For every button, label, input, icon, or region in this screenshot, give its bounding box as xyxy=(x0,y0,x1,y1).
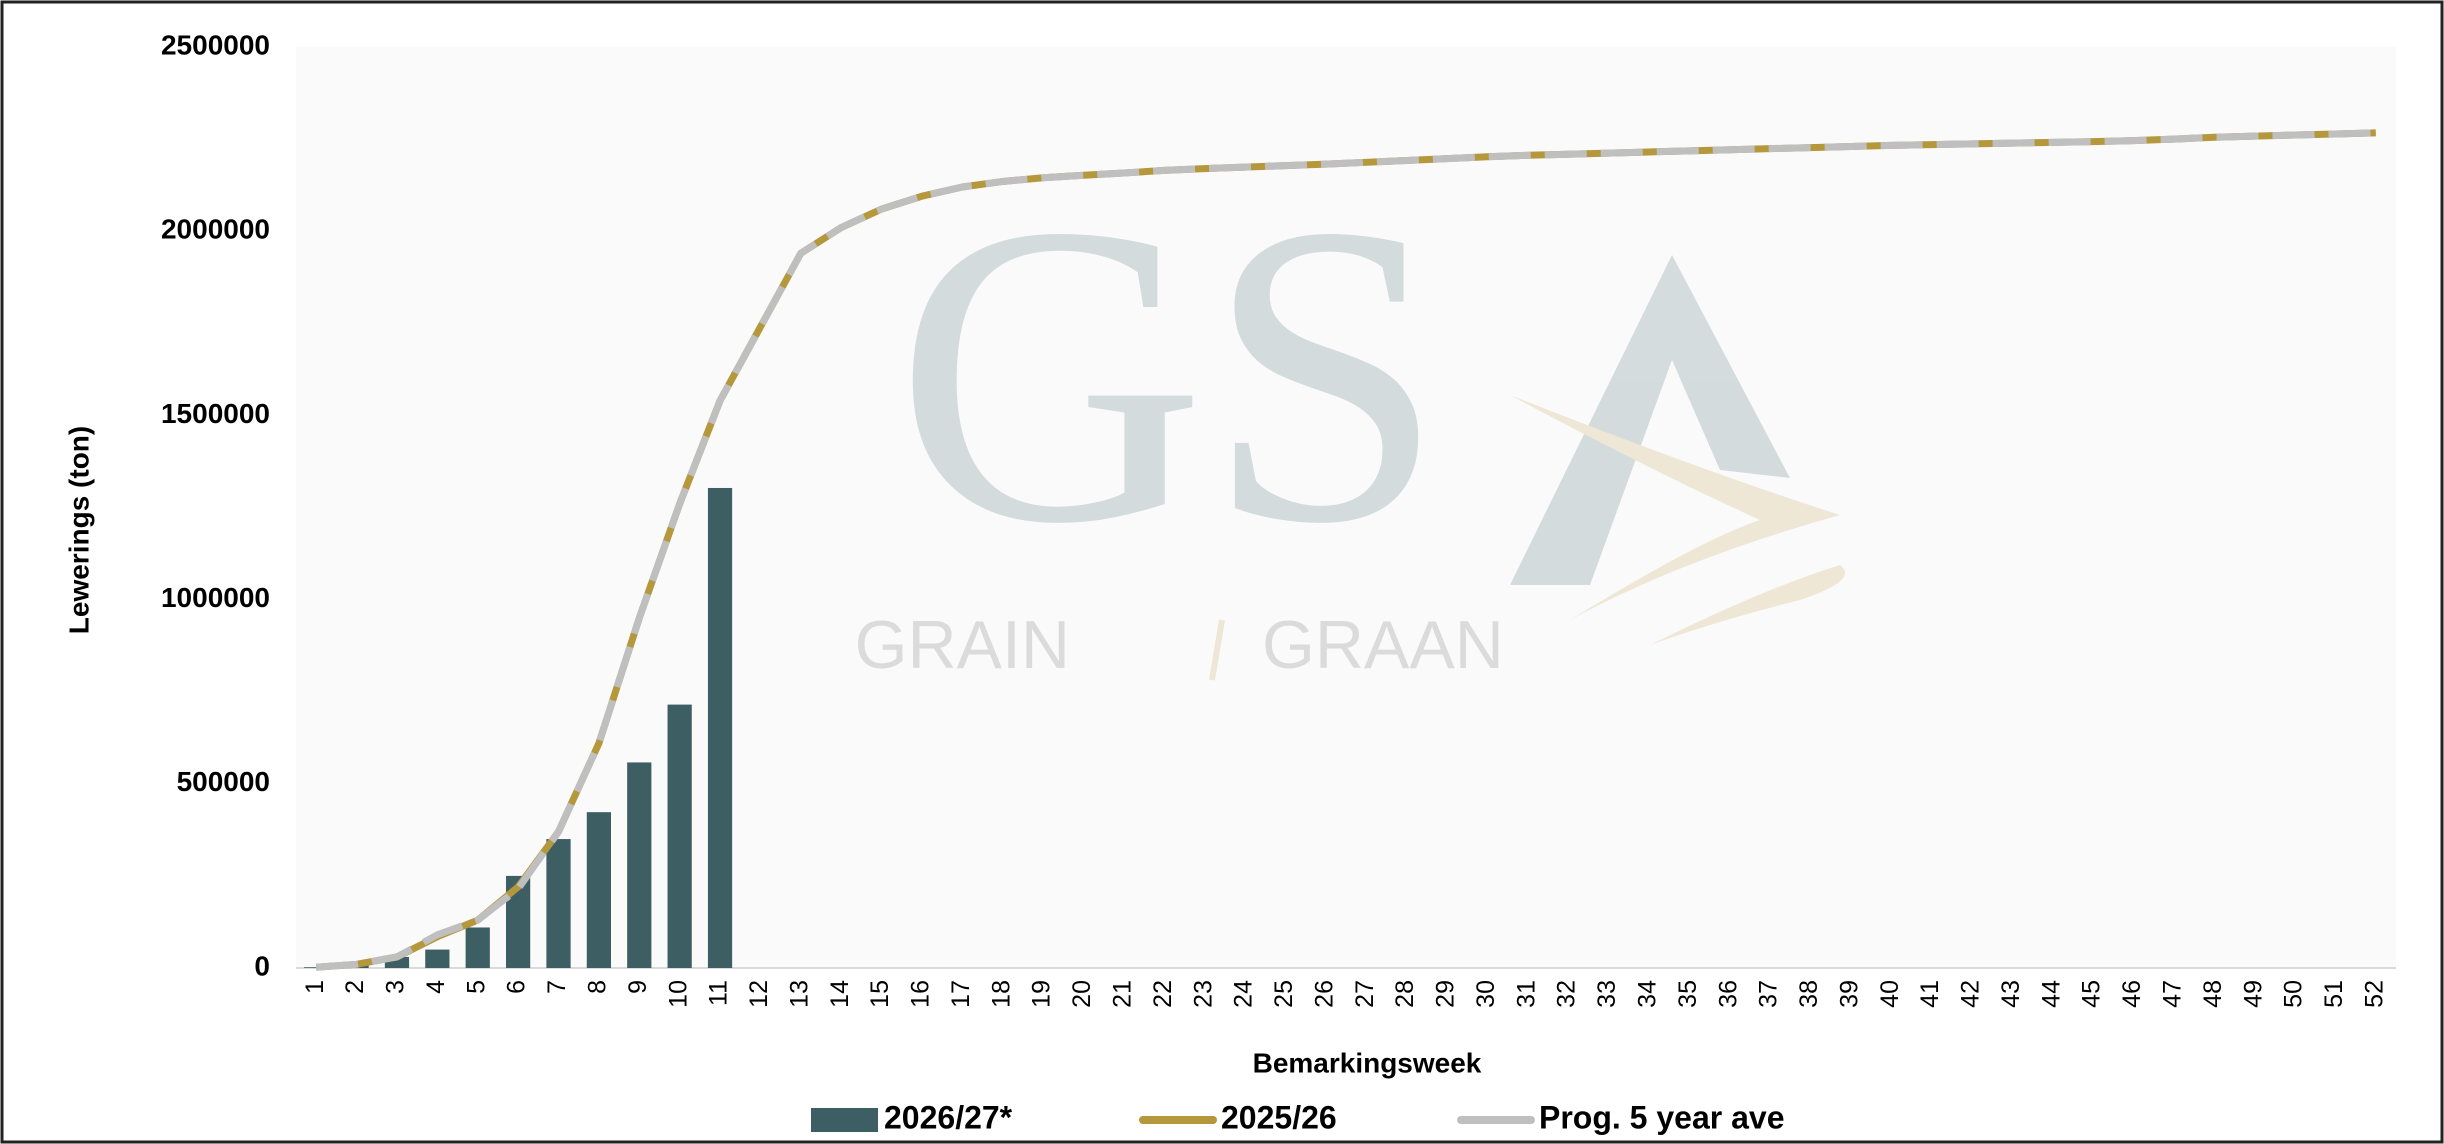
x-tick-label: 4 xyxy=(422,980,450,994)
y-tick-label: 2500000 xyxy=(161,29,270,60)
x-tick-label: 40 xyxy=(1876,980,1904,1008)
watermark-a xyxy=(1510,255,1790,585)
x-tick-label: 17 xyxy=(947,980,975,1008)
y-tick-label: 1000000 xyxy=(161,582,270,613)
x-tick-label: 10 xyxy=(664,980,692,1008)
bar xyxy=(627,762,652,968)
x-tick-label: 20 xyxy=(1068,980,1096,1008)
line-series xyxy=(315,129,2376,971)
bar xyxy=(425,949,450,968)
y-tick-label: 1500000 xyxy=(161,398,270,429)
x-tick-label: 46 xyxy=(2118,980,2146,1008)
x-tick-label: 28 xyxy=(1391,980,1419,1008)
watermark-swoosh xyxy=(1510,395,1840,620)
x-tick-label: 12 xyxy=(745,980,773,1008)
x-tick-label: 31 xyxy=(1512,980,1540,1008)
x-tick-label: 19 xyxy=(1028,980,1056,1008)
x-tick-label: 14 xyxy=(826,980,854,1008)
legend-swatch xyxy=(811,1108,878,1132)
x-tick-label: 26 xyxy=(1310,980,1338,1008)
legend-label: Prog. 5 year ave xyxy=(1539,1099,1784,1135)
x-tick-label: 38 xyxy=(1795,980,1823,1008)
x-tick-label: 23 xyxy=(1189,980,1217,1008)
legend-label: 2025/26 xyxy=(1221,1099,1337,1135)
x-tick-label: 3 xyxy=(382,980,410,994)
x-tick-label: 37 xyxy=(1755,980,1783,1008)
x-tick-label: 50 xyxy=(2280,980,2308,1008)
x-tick-label: 16 xyxy=(907,980,935,1008)
bar xyxy=(384,956,410,968)
x-tick-label: 8 xyxy=(583,980,611,994)
x-tick-label: 9 xyxy=(624,980,652,994)
legend-label: 2026/27* xyxy=(884,1099,1013,1135)
x-tick-label: 7 xyxy=(543,980,571,994)
bar xyxy=(546,839,571,968)
x-tick-label: 18 xyxy=(987,980,1015,1008)
watermark: GS GRAIN GRAAN xyxy=(855,137,1845,683)
x-tick-label: 22 xyxy=(1149,980,1177,1008)
x-tick-label: 45 xyxy=(2078,980,2106,1008)
x-tick-label: 48 xyxy=(2199,980,2227,1008)
x-tick-label: 41 xyxy=(1916,980,1944,1008)
x-tick-label: 52 xyxy=(2360,980,2388,1008)
x-tick-label: 30 xyxy=(1472,980,1500,1008)
y-axis-title: Lewerings (ton) xyxy=(63,426,94,634)
x-tick-label: 44 xyxy=(2037,980,2065,1008)
x-tick-label: 32 xyxy=(1553,980,1581,1008)
x-tick-label: 21 xyxy=(1108,980,1136,1008)
watermark-text: GRAIN xyxy=(855,607,1070,683)
x-axis-title: Bemarkingsweek xyxy=(1253,1047,1482,1078)
x-tick-label: 27 xyxy=(1351,980,1379,1008)
x-tick-label: 6 xyxy=(503,980,531,994)
x-tick-label: 29 xyxy=(1432,980,1460,1008)
y-tick-label: 2000000 xyxy=(161,214,270,245)
x-tick-label: 11 xyxy=(705,980,733,1006)
bar xyxy=(667,704,692,968)
x-tick-label: 25 xyxy=(1270,980,1298,1008)
watermark-swoosh xyxy=(1650,565,1845,645)
x-tick-label: 13 xyxy=(785,980,813,1008)
x-tick-label: 15 xyxy=(866,980,894,1008)
x-tick-label: 2 xyxy=(341,980,369,994)
x-tick-label: 34 xyxy=(1633,980,1661,1008)
bar xyxy=(304,967,329,968)
x-tick-label: 43 xyxy=(1997,980,2025,1008)
x-tick-label: 36 xyxy=(1714,980,1742,1008)
x-tick-label: 39 xyxy=(1835,980,1863,1008)
x-tick-label: 33 xyxy=(1593,980,1621,1008)
y-tick-label: 500000 xyxy=(177,766,270,797)
x-tick-label: 42 xyxy=(1957,980,1985,1008)
y-tick-label: 0 xyxy=(254,950,270,981)
bar xyxy=(465,927,490,968)
bar xyxy=(586,812,611,968)
x-tick-label: 5 xyxy=(462,980,490,994)
x-tick-label: 49 xyxy=(2239,980,2267,1008)
x-tick-label: 47 xyxy=(2158,980,2186,1008)
bar xyxy=(707,487,733,968)
x-tick-label: 24 xyxy=(1230,980,1258,1008)
x-tick-label: 35 xyxy=(1674,980,1702,1008)
x-tick-label: 1 xyxy=(301,980,329,994)
watermark-divider xyxy=(1209,619,1225,681)
watermark-text: GRAAN xyxy=(1262,607,1504,683)
watermark-logo: GS xyxy=(895,137,1445,613)
x-tick-label: 51 xyxy=(2320,980,2348,1008)
